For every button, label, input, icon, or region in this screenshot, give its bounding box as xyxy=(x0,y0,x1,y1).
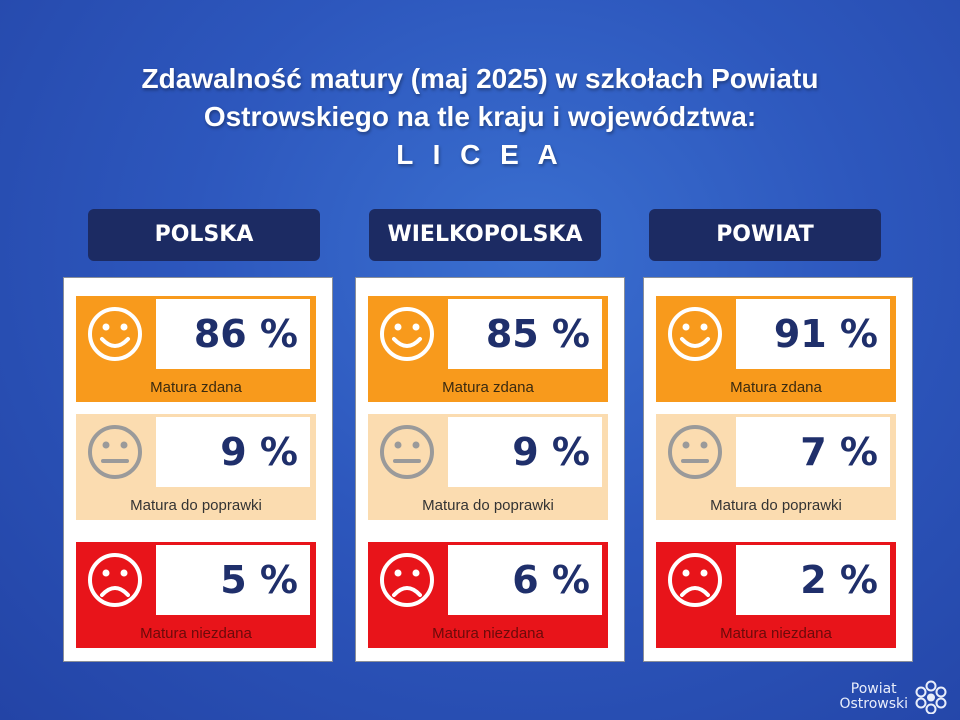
title-line-2: Ostrowskiego na tle kraju i województwa: xyxy=(203,101,757,132)
card-passed: 86 % Matura zdana xyxy=(76,296,316,402)
card-retake: 9 % Matura do poprawki xyxy=(76,414,316,520)
header-wielkopolska: WIELKOPOLSKA xyxy=(369,209,601,261)
header-powiat: POWIAT xyxy=(649,209,881,261)
passed-value: 86 % xyxy=(156,299,310,369)
retake-value: 9 % xyxy=(156,417,310,487)
failed-label: Matura niezdana xyxy=(432,625,544,642)
card-retake: 9 % Matura do poprawki xyxy=(368,414,608,520)
retake-label: Matura do poprawki xyxy=(130,497,262,514)
sad-face-icon xyxy=(368,542,446,618)
sad-face-icon xyxy=(656,542,734,618)
title-line-1: Zdawalność matury (maj 2025) w szkołach … xyxy=(141,63,819,94)
retake-label: Matura do poprawki xyxy=(422,497,554,514)
smiley-face-icon xyxy=(76,296,154,372)
failed-value: 2 % xyxy=(736,545,890,615)
passed-label: Matura zdana xyxy=(730,379,822,396)
card-failed: 5 % Matura niezdana xyxy=(76,542,316,648)
title-line-3: L I C E A xyxy=(396,139,564,170)
header-polska: POLSKA xyxy=(88,209,320,261)
neutral-face-icon xyxy=(76,414,154,490)
powiat-ostrowski-logo: Powiat Ostrowski xyxy=(839,680,948,714)
passed-value: 91 % xyxy=(736,299,890,369)
failed-label: Matura niezdana xyxy=(140,625,252,642)
neutral-face-icon xyxy=(656,414,734,490)
flower-icon xyxy=(915,680,947,714)
passed-label: Matura zdana xyxy=(442,379,534,396)
logo-text: Powiat Ostrowski xyxy=(839,682,908,712)
panel-polska: 86 % Matura zdana 9 % Matura do poprawki… xyxy=(63,277,333,662)
passed-value: 85 % xyxy=(448,299,602,369)
slide-title: Zdawalność matury (maj 2025) w szkołach … xyxy=(0,60,960,174)
card-failed: 6 % Matura niezdana xyxy=(368,542,608,648)
failed-label: Matura niezdana xyxy=(720,625,832,642)
neutral-face-icon xyxy=(368,414,446,490)
logo-line-2: Ostrowski xyxy=(839,696,908,712)
retake-label: Matura do poprawki xyxy=(710,497,842,514)
card-passed: 91 % Matura zdana xyxy=(656,296,896,402)
smiley-face-icon xyxy=(656,296,734,372)
panel-powiat: 91 % Matura zdana 7 % Matura do poprawki… xyxy=(643,277,913,662)
sad-face-icon xyxy=(76,542,154,618)
card-retake: 7 % Matura do poprawki xyxy=(656,414,896,520)
failed-value: 5 % xyxy=(156,545,310,615)
panel-wielkopolska: 85 % Matura zdana 9 % Matura do poprawki… xyxy=(355,277,625,662)
failed-value: 6 % xyxy=(448,545,602,615)
card-failed: 2 % Matura niezdana xyxy=(656,542,896,648)
retake-value: 9 % xyxy=(448,417,602,487)
retake-value: 7 % xyxy=(736,417,890,487)
passed-label: Matura zdana xyxy=(150,379,242,396)
logo-line-1: Powiat xyxy=(850,681,897,697)
card-passed: 85 % Matura zdana xyxy=(368,296,608,402)
smiley-face-icon xyxy=(368,296,446,372)
